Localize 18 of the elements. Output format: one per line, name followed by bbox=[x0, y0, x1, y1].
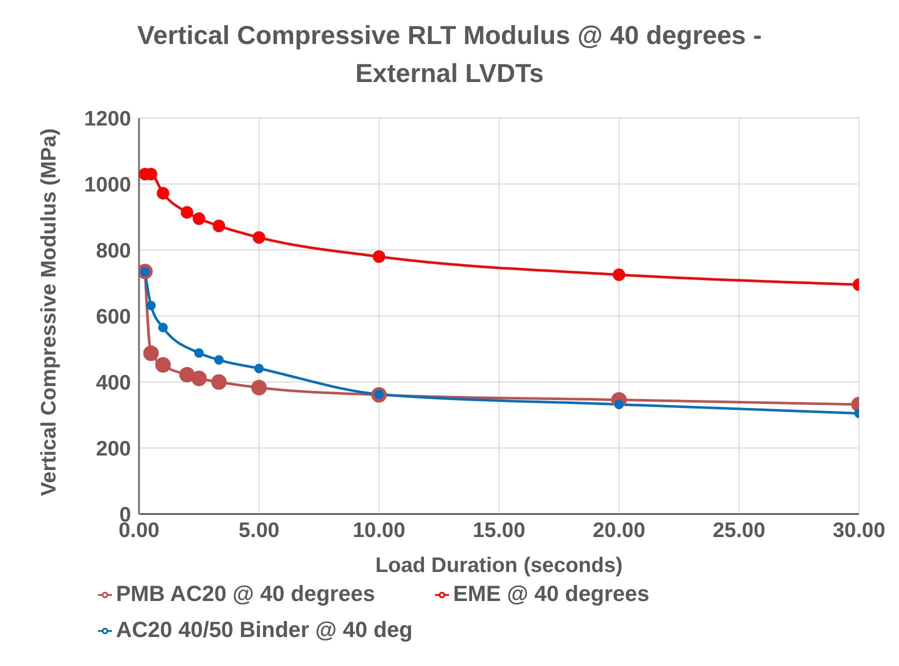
chart-title: Vertical Compressive RLT Modulus @ 40 degrees - External LVDTs bbox=[136, 19, 763, 90]
y-tick-label: 1200 bbox=[84, 107, 131, 130]
x-tick-label: 25.00 bbox=[712, 518, 766, 542]
legend-label: AC20 40/50 Binder @ 40 deg bbox=[116, 617, 413, 642]
x-tick-label: 30.00 bbox=[832, 518, 886, 542]
y-tick-label: 400 bbox=[96, 371, 131, 394]
legend-label: PMB AC20 @ 40 degrees bbox=[116, 581, 376, 606]
y-tick-label: 1000 bbox=[84, 173, 131, 196]
x-tick-label: 10.00 bbox=[352, 518, 406, 542]
legend-label: EME @ 40 degrees bbox=[453, 581, 650, 606]
y-axis-title: Vertical Compressive Modulus (MPa) bbox=[37, 128, 60, 496]
x-tick-label: 20.00 bbox=[592, 518, 646, 542]
y-tick-label: 800 bbox=[96, 239, 131, 262]
y-tick-label: 600 bbox=[96, 305, 131, 328]
x-tick-label: 5.00 bbox=[238, 518, 280, 542]
y-tick-label: 200 bbox=[96, 437, 131, 460]
x-axis-title: Load Duration (seconds) bbox=[375, 554, 623, 577]
x-tick-label: 15.00 bbox=[472, 518, 526, 542]
